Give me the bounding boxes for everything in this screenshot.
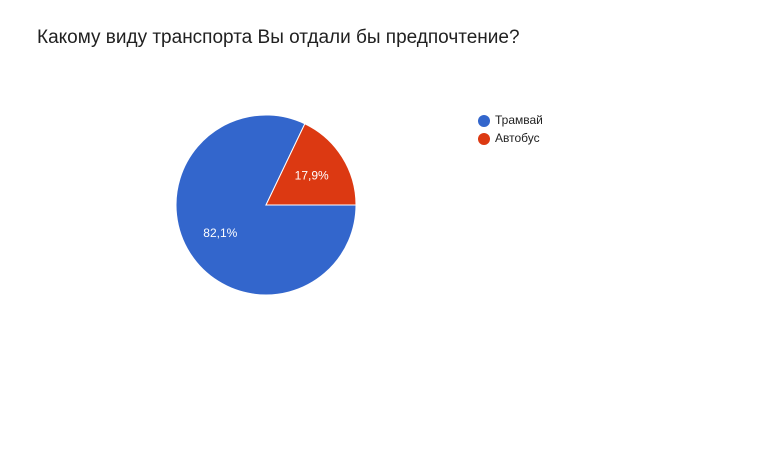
pie-slice [265,123,357,206]
legend-marker [478,133,490,145]
slice-label: 82,1% [203,226,237,240]
legend-label: Автобус [495,131,540,145]
chart-title: Какому виду транспорта Вы отдали бы пред… [37,27,520,48]
legend-marker [478,115,490,127]
legend-label: Трамвай [495,113,543,127]
slice-label: 17,9% [295,168,329,182]
